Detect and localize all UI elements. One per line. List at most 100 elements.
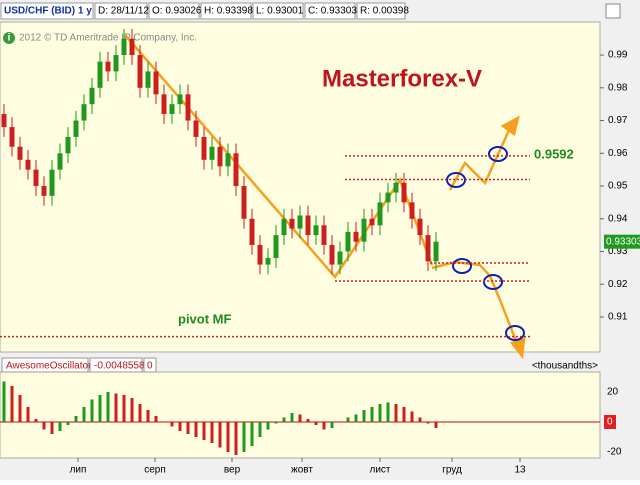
- candle-body: [401, 182, 407, 203]
- oscillator-bar: [170, 421, 174, 427]
- info-icon[interactable]: [3, 32, 15, 44]
- candle-body: [361, 218, 367, 242]
- target: [452, 258, 472, 274]
- candle-body: [9, 127, 15, 147]
- oscillator-bar: [282, 417, 286, 422]
- oscillator-bar: [250, 421, 254, 446]
- arrow-head: [500, 115, 520, 137]
- pivot-label: pivot MF: [178, 311, 231, 326]
- candle-body: [33, 169, 39, 187]
- y-tick-label: 0: [607, 417, 613, 428]
- candle-body: [201, 136, 207, 160]
- candle-body: [113, 55, 119, 72]
- oscillator-bar: [426, 421, 430, 424]
- header-box: [304, 2, 356, 20]
- zero-box: [604, 414, 616, 429]
- candle-body: [321, 225, 327, 245]
- target: [505, 325, 525, 341]
- candle-body: [241, 186, 247, 219]
- candle-body: [89, 87, 95, 105]
- candle-body: [369, 218, 375, 226]
- candle-body: [121, 38, 127, 56]
- indicator-box: [89, 357, 143, 373]
- target: [483, 274, 503, 290]
- unit-label: <thousandths>: [532, 361, 598, 372]
- oscillator-bar: [186, 421, 190, 434]
- x-tick-label: 13: [514, 465, 526, 476]
- candle-body: [177, 94, 183, 105]
- header-field: L: 0.93001: [256, 6, 304, 17]
- oscillator-bar: [362, 409, 366, 422]
- oscillator-bar: [418, 417, 422, 422]
- candle-body: [217, 146, 223, 167]
- y-tick-label: 0.93: [608, 246, 628, 257]
- header-box: [356, 2, 406, 20]
- header-field: D: 28/11/12: [98, 6, 149, 17]
- oscillator-bar: [194, 421, 198, 437]
- candle-body: [433, 241, 439, 262]
- oscillator-bar: [10, 385, 14, 422]
- indicator-box: [1, 357, 89, 373]
- candle-body: [169, 104, 175, 114]
- candle-body: [289, 218, 295, 229]
- header-box: [94, 2, 148, 20]
- candle-body: [385, 192, 391, 203]
- arrow-head: [509, 337, 526, 360]
- oscillator-bar: [2, 381, 6, 422]
- candle-body: [193, 120, 199, 137]
- oscillator-bar: [242, 421, 246, 452]
- candle-body: [233, 153, 239, 187]
- candle-body: [17, 146, 23, 160]
- candle-body: [265, 258, 271, 265]
- candle-body: [41, 186, 47, 196]
- info-icon-glyph: i: [8, 33, 11, 44]
- oscillator-bar: [290, 412, 294, 422]
- oscillator-bar: [434, 421, 438, 428]
- candle-body: [273, 235, 279, 259]
- oscillator-bar: [90, 399, 94, 422]
- indicator-value: -0.0048558: [94, 361, 145, 372]
- chart-title: Masterforex-V: [322, 65, 482, 92]
- y-tick-label: 0.95: [608, 181, 628, 192]
- header-field: O: 0.93026: [152, 6, 202, 17]
- candle-body: [65, 136, 71, 154]
- candle-body: [297, 215, 303, 229]
- candle-body: [345, 231, 351, 252]
- candle-body: [1, 113, 7, 128]
- x-tick-label: жовт: [291, 465, 313, 476]
- x-tick-label: вер: [224, 465, 241, 476]
- oscillator-bar: [130, 397, 134, 422]
- header-field: R: 0.00398: [360, 6, 409, 17]
- header-field: H: 0.93398: [204, 6, 253, 17]
- oscillator-bar: [226, 421, 230, 452]
- indicator-zero: 0: [147, 361, 153, 372]
- oscillator-bar: [410, 411, 414, 422]
- candle-body: [137, 55, 143, 88]
- oscillator-bar: [210, 421, 214, 443]
- oscillator-bar: [378, 403, 382, 422]
- candle-body: [49, 169, 55, 196]
- candle-body: [81, 104, 87, 121]
- oscillator-bar: [106, 391, 110, 422]
- oscillator-bar: [146, 409, 150, 422]
- candle-body: [425, 235, 431, 262]
- x-tick-label: серп: [144, 465, 166, 476]
- oscillator-bar: [394, 403, 398, 422]
- oscillator-bar: [386, 402, 390, 422]
- oscillator-bar: [26, 406, 30, 422]
- panel-button[interactable]: [605, 3, 621, 19]
- oscillator-bar: [274, 421, 278, 424]
- candle-body: [225, 153, 231, 167]
- oscillator-bar: [402, 406, 406, 422]
- oscillator-bar: [234, 421, 238, 455]
- oscillator-bar: [58, 421, 62, 431]
- header-box: [148, 2, 200, 20]
- candle-body: [257, 244, 263, 265]
- y-tick-label: 0.94: [608, 213, 628, 224]
- oscillator-bar: [42, 421, 46, 430]
- oscillator-bar: [202, 421, 206, 440]
- y-tick-label: 0.92: [608, 279, 628, 290]
- header-field: USD/CHF (BID) 1 y D: [4, 6, 102, 17]
- candle-body: [129, 38, 135, 56]
